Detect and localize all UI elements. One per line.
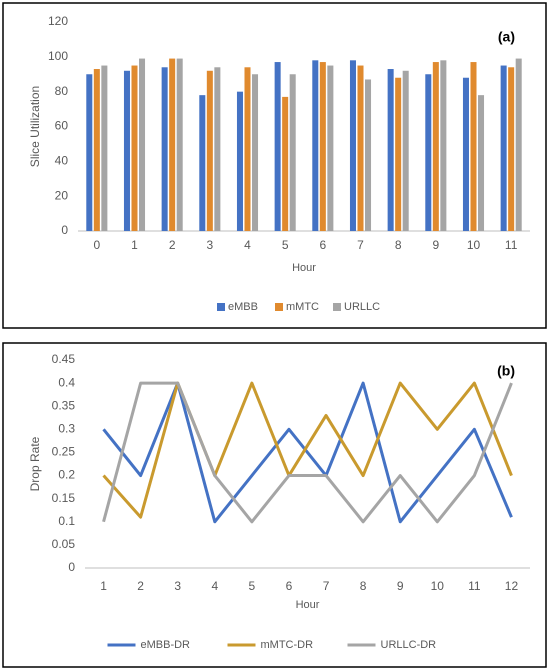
- x-tick-label: 6: [286, 579, 293, 593]
- annotation: (b): [497, 363, 515, 379]
- bar: [508, 67, 515, 232]
- bar: [206, 70, 213, 232]
- bar: [515, 58, 522, 232]
- x-tick-label: 2: [169, 238, 176, 252]
- x-tick-label: 11: [505, 238, 518, 252]
- bar: [244, 67, 251, 232]
- y-tick-label: 0.45: [52, 352, 76, 366]
- bar: [327, 65, 334, 232]
- y-tick-label: 0.4: [58, 375, 75, 389]
- bar: [500, 65, 507, 232]
- x-tick-label: 10: [467, 238, 481, 252]
- legend-label: eMBB-DR: [141, 639, 191, 651]
- y-tick-label: 0: [68, 560, 75, 574]
- line: [102, 381, 513, 524]
- bar: [236, 91, 243, 232]
- x-tick-label: 5: [282, 238, 289, 252]
- x-tick-label: 12: [505, 579, 519, 593]
- x-tick-label: 2: [137, 579, 144, 593]
- x-tick-label: 7: [357, 238, 364, 252]
- legend-label: eMBB: [228, 301, 258, 313]
- bar: [425, 74, 432, 231]
- x-tick-label: 1: [100, 579, 107, 593]
- y-tick-label: 0.25: [52, 445, 76, 459]
- x-tick-label: 7: [323, 579, 330, 593]
- x-tick-label: 9: [397, 579, 404, 593]
- bar: [199, 95, 206, 232]
- y-tick-label: 100: [48, 49, 68, 63]
- legend-label: mMTC-DR: [261, 639, 314, 651]
- bar: [289, 74, 296, 231]
- panel-b-frame: [2, 342, 547, 668]
- x-tick-label: 3: [174, 579, 181, 593]
- panel-a-frame: [2, 2, 547, 329]
- x-tick-label: 1: [131, 238, 138, 252]
- x-tick-label: 9: [432, 238, 439, 252]
- x-tick-label: 4: [244, 238, 251, 252]
- y-tick-label: 0.15: [52, 491, 76, 505]
- legend-swatch: [333, 303, 341, 311]
- legend-swatch: [275, 303, 283, 311]
- bar: [123, 70, 130, 232]
- line: [102, 381, 513, 524]
- bar: [131, 65, 138, 232]
- bar: [395, 77, 402, 231]
- bar: [402, 70, 409, 232]
- bar: [139, 58, 146, 232]
- bar: [282, 96, 289, 232]
- y-tick-label: 0.2: [58, 468, 75, 482]
- bar: [86, 74, 93, 231]
- annotation: (a): [498, 29, 515, 45]
- legend-label: URLLC: [344, 301, 380, 313]
- y-tick-label: 40: [55, 154, 69, 168]
- x-tick-label: 0: [93, 238, 100, 252]
- bar: [274, 62, 281, 231]
- x-tick-label: 4: [211, 579, 218, 593]
- bar: [387, 69, 394, 232]
- bar: [319, 62, 326, 231]
- x-tick-label: 3: [206, 238, 213, 252]
- bar: [93, 69, 100, 232]
- bar: [357, 65, 364, 232]
- y-tick-label: 0.35: [52, 398, 76, 412]
- y-tick-label: 120: [48, 14, 68, 28]
- y-tick-label: 60: [55, 119, 69, 133]
- bar: [312, 60, 319, 231]
- y-tick-label: 0.3: [58, 422, 75, 436]
- bar: [365, 79, 372, 231]
- x-axis-label: Hour: [292, 262, 316, 274]
- y-axis-label: Drop Rate: [28, 436, 42, 491]
- bar: [252, 74, 259, 231]
- bar: [432, 62, 439, 231]
- x-tick-label: 11: [468, 579, 481, 593]
- x-tick-label: 8: [395, 238, 402, 252]
- bar: [214, 67, 221, 232]
- y-tick-label: 20: [55, 188, 69, 202]
- y-tick-label: 0.05: [52, 537, 76, 551]
- y-tick-label: 0: [61, 223, 68, 237]
- bar: [440, 60, 447, 231]
- line: [102, 381, 513, 519]
- legend-label: mMTC: [286, 301, 319, 313]
- x-tick-label: 8: [360, 579, 367, 593]
- y-axis-label: Slice Utilization: [28, 86, 42, 167]
- x-axis-label: Hour: [296, 599, 320, 611]
- x-tick-label: 10: [431, 579, 445, 593]
- legend-swatch: [217, 303, 225, 311]
- x-tick-label: 5: [249, 579, 256, 593]
- legend-label: URLLC-DR: [381, 639, 437, 651]
- bar: [161, 67, 168, 232]
- x-tick-label: 6: [319, 238, 326, 252]
- bar: [169, 58, 176, 232]
- bar: [478, 95, 485, 232]
- bar: [349, 60, 356, 231]
- bar: [470, 62, 477, 231]
- y-tick-label: 80: [55, 84, 69, 98]
- bar: [462, 77, 469, 231]
- bar: [101, 65, 108, 232]
- y-tick-label: 0.1: [58, 514, 75, 528]
- bar: [176, 58, 183, 232]
